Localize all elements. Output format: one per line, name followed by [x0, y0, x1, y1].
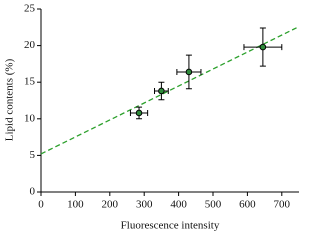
y-tick-label: 25: [24, 3, 36, 15]
x-tick-label: 300: [136, 199, 153, 211]
x-tick-label: 200: [102, 199, 119, 211]
point: [185, 68, 193, 76]
x-tick-label: 400: [170, 199, 187, 211]
x-tick-label: 0: [38, 199, 44, 211]
y-tick-label: 15: [24, 76, 36, 88]
x-tick-label: 500: [205, 199, 222, 211]
x-tick-label: 700: [274, 199, 291, 211]
x-tick-label: 600: [239, 199, 256, 211]
y-axis-label: Lipid contents (%): [4, 58, 16, 141]
chart: Fluorescence intensity Lipid contents (%…: [4, 3, 300, 232]
y-tick-label: 10: [24, 112, 36, 124]
point: [135, 109, 143, 117]
point: [158, 87, 165, 95]
y-tick-label: 0: [30, 186, 36, 198]
x-axis-label: Fluorescence intensity: [121, 220, 220, 232]
y-tick-label: 20: [24, 39, 36, 51]
y-tick-label: 5: [30, 149, 36, 161]
x-tick-label: 100: [67, 199, 84, 211]
point: [259, 43, 267, 51]
